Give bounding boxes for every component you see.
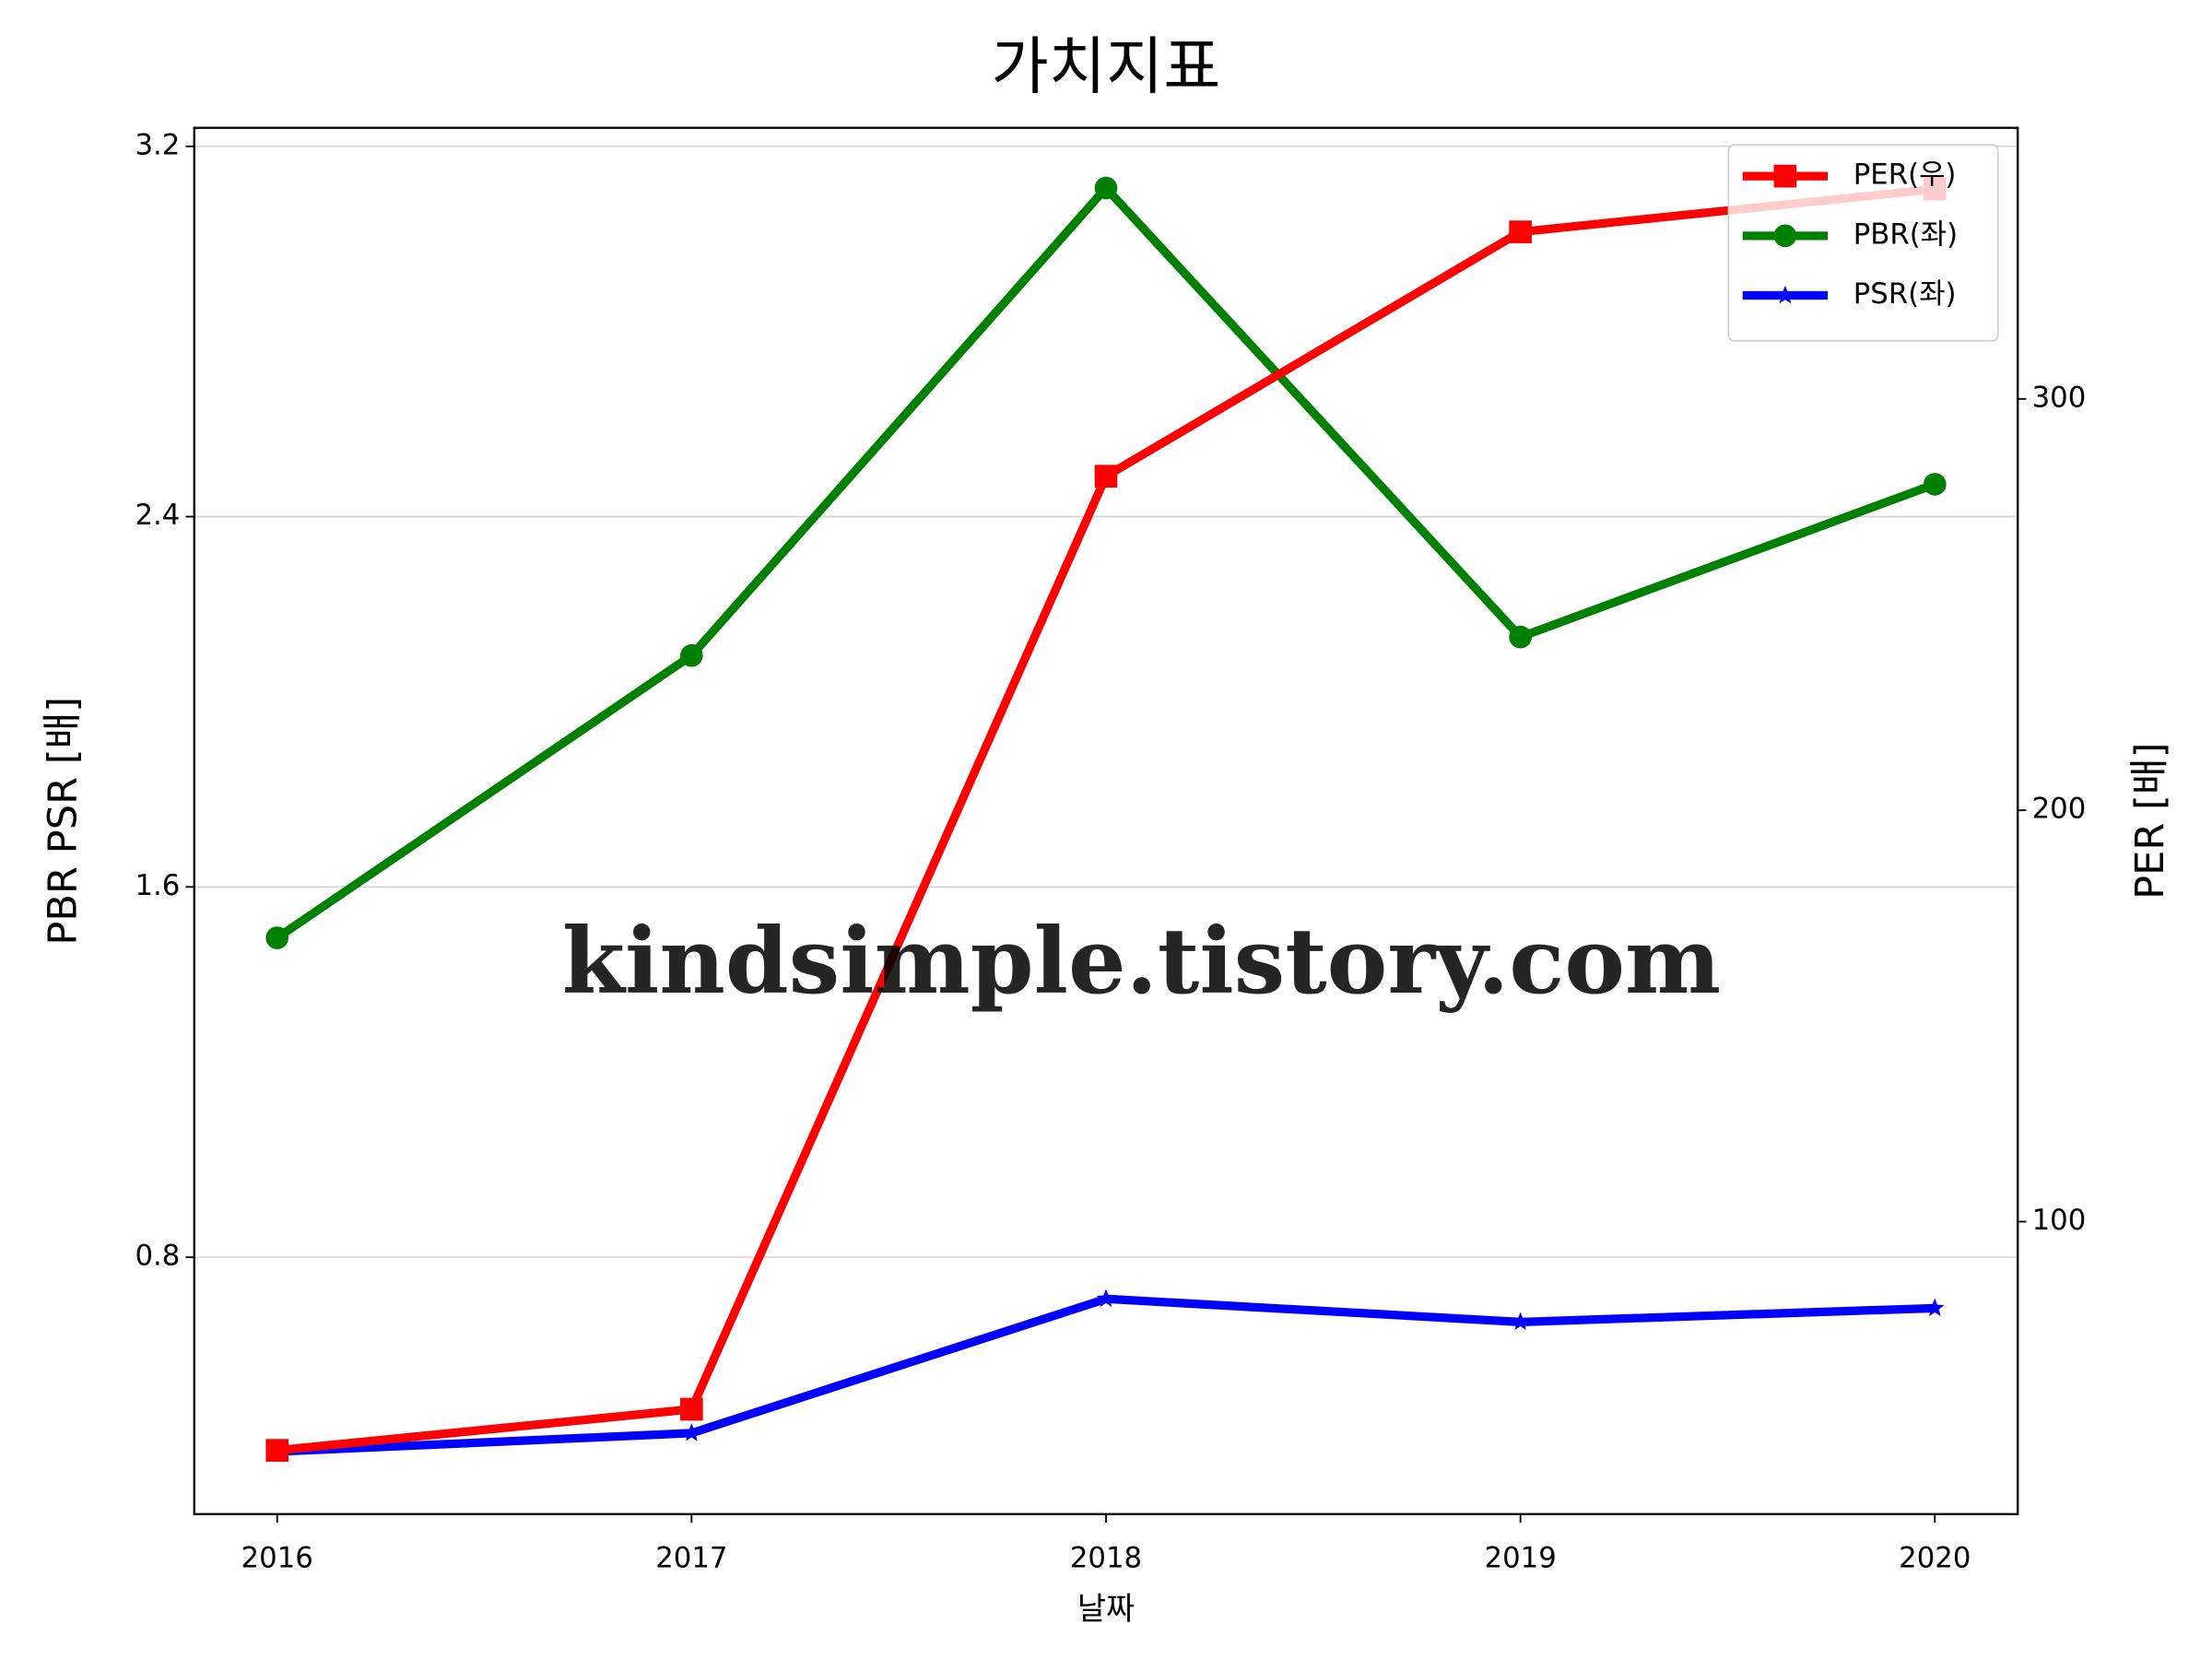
series: [267, 1288, 1945, 1460]
x-axis-label: 날짜: [1077, 1591, 1135, 1627]
marker: [1923, 473, 1947, 496]
watermark: kindsimple.tistory.com: [562, 908, 1721, 1015]
legend: PER(우) PBR(좌) PSR(좌): [1727, 144, 1999, 342]
marker: [265, 1439, 289, 1462]
marker: [1773, 224, 1797, 248]
marker: [1509, 625, 1532, 649]
x-tick-label: 2020: [1899, 1542, 1971, 1575]
marker: [1773, 164, 1797, 188]
marker: [1775, 285, 1795, 304]
y2-tick-label: 100: [2032, 1204, 2087, 1237]
series: [265, 176, 1947, 949]
y2-tick-label: 300: [2032, 381, 2087, 414]
series: [265, 177, 1947, 1462]
x-tick-label: 2016: [241, 1542, 313, 1575]
marker: [1094, 465, 1118, 488]
y2-axis-label: PER [배]: [2127, 743, 2173, 900]
marker: [682, 1423, 701, 1441]
chart-title: 가치지표: [991, 30, 1220, 103]
marker: [1925, 1298, 1945, 1317]
y-tick-label: 2.4: [135, 499, 180, 532]
legend-label: PSR(좌): [1853, 277, 1957, 311]
y-tick-label: 3.2: [135, 128, 180, 161]
y-tick-label: 1.6: [135, 869, 180, 902]
x-tick-label: 2017: [655, 1542, 727, 1575]
x-tick-label: 2019: [1485, 1542, 1557, 1575]
y2-tick-label: 200: [2032, 793, 2087, 826]
plot-frame: [193, 126, 2019, 1515]
marker: [1509, 220, 1532, 243]
marker: [1096, 1288, 1116, 1308]
y-axis-label: PBR PSR [배]: [40, 697, 86, 946]
marker: [1511, 1312, 1530, 1331]
series-line: [276, 184, 1936, 1455]
series-line: [275, 183, 1936, 942]
y-tick-label: 0.8: [135, 1240, 180, 1273]
marker: [1094, 176, 1118, 200]
marker: [680, 643, 703, 667]
marker: [265, 926, 289, 949]
legend-label: PER(우): [1853, 159, 1957, 192]
legend-label: PBR(좌): [1853, 218, 1958, 251]
marker: [680, 1397, 703, 1421]
x-tick-label: 2018: [1070, 1542, 1142, 1575]
